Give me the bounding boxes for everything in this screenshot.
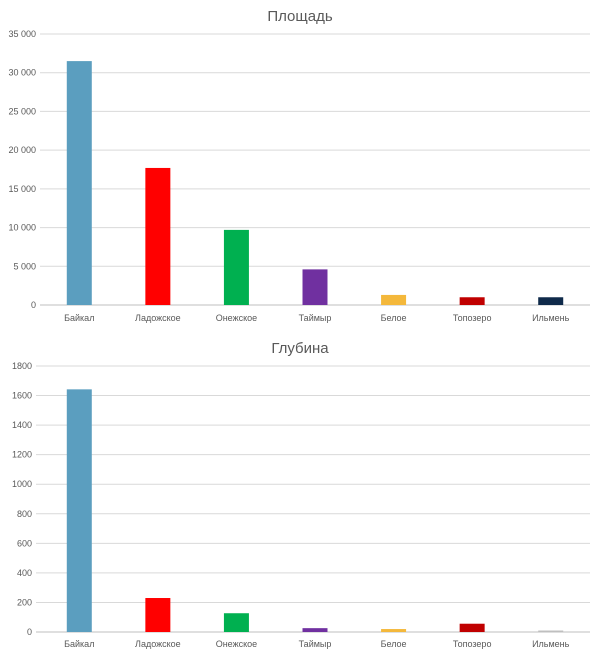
y-tick-label: 0 [31, 300, 36, 310]
x-category-label: Белое [381, 313, 407, 323]
x-category-label: Белое [381, 639, 407, 649]
bar [66, 389, 92, 632]
y-tick-label: 800 [17, 509, 32, 519]
y-tick-label: 0 [27, 627, 32, 637]
bar [538, 297, 564, 305]
bar [459, 623, 485, 632]
x-category-label: Ладожское [135, 313, 181, 323]
y-tick-label: 10 000 [8, 223, 36, 233]
y-tick-label: 200 [17, 597, 32, 607]
x-labels: Байкал Ладожское Онежское Таймыр Белое Топозе… [64, 313, 570, 323]
chart-title: Площадь [267, 8, 332, 25]
x-category-label: Топозеро [453, 639, 492, 649]
bar [145, 598, 171, 632]
bar [223, 229, 249, 305]
y-tick-label: 30 000 [8, 68, 36, 78]
bar [459, 297, 485, 305]
bar [223, 613, 249, 632]
bar [538, 630, 564, 632]
bar [145, 167, 171, 305]
x-category-label: Ильмень [532, 639, 570, 649]
y-tick-label: 1000 [12, 479, 32, 489]
y-tick-label: 1400 [12, 420, 32, 430]
y-ticks: 0 5 000 10 000 15 000 20 000 25 000 30 000 35 0… [8, 29, 36, 310]
area-chart: Площадь 0 5 000 10 000 15 000 20 000 25 000 30… [8, 8, 590, 323]
chart-title: Глубина [271, 340, 329, 357]
bar [381, 629, 407, 632]
x-category-label: Таймыр [299, 313, 332, 323]
x-category-label: Байкал [64, 639, 94, 649]
x-category-label: Онежское [216, 313, 257, 323]
y-tick-label: 20 000 [8, 145, 36, 155]
y-tick-label: 1600 [12, 391, 32, 401]
bars [66, 61, 564, 305]
bar [302, 269, 328, 305]
y-tick-label: 35 000 [8, 29, 36, 39]
x-category-label: Ладожское [135, 639, 181, 649]
y-grid [40, 33, 590, 306]
x-category-label: Топозеро [453, 313, 492, 323]
bars [66, 389, 564, 632]
depth-chart: Глубина 0 200 400 600 800 1000 1200 1400 1600 180… [12, 340, 590, 649]
x-category-label: Ильмень [532, 313, 570, 323]
x-category-label: Байкал [64, 313, 94, 323]
bar [381, 294, 407, 305]
y-ticks: 0 200 400 600 800 1000 1200 1400 1600 1800 [12, 361, 32, 637]
y-grid [36, 365, 590, 633]
y-tick-label: 600 [17, 538, 32, 548]
x-category-label: Таймыр [299, 639, 332, 649]
y-tick-label: 400 [17, 568, 32, 578]
bar [66, 61, 92, 305]
x-category-label: Онежское [216, 639, 257, 649]
y-tick-label: 1200 [12, 450, 32, 460]
y-tick-label: 5 000 [13, 261, 36, 271]
x-labels: Байкал Ладожское Онежское Таймыр Белое Топозе… [64, 639, 570, 649]
y-tick-label: 15 000 [8, 184, 36, 194]
bar [302, 628, 328, 632]
y-tick-label: 1800 [12, 361, 32, 371]
y-tick-label: 25 000 [8, 106, 36, 116]
